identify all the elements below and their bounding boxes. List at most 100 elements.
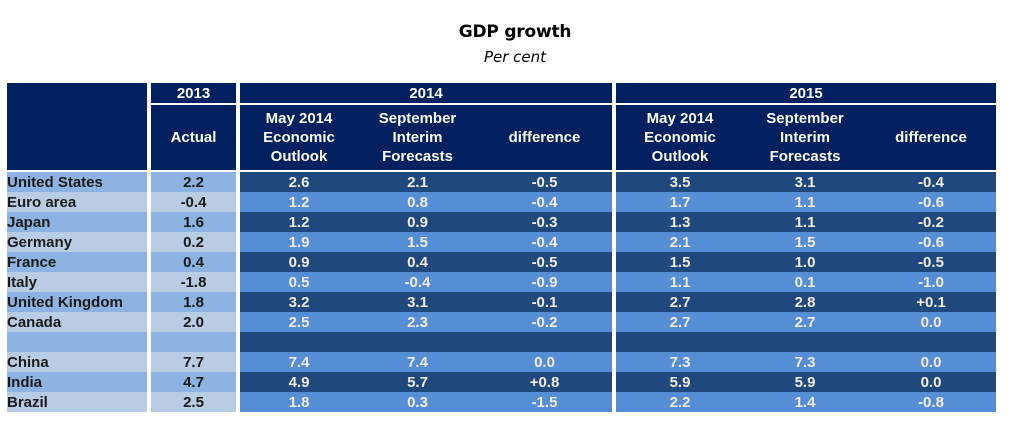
header-line: Economic [263,129,335,146]
cell-difference-2015: -0.4 [866,172,996,192]
country-label: United Kingdom [7,292,147,312]
table-row: Brazil 2.5 1.8 0.3 -1.5 2.2 1.4 -0.8 [7,392,996,412]
cell-may-outlook-2015: 1.1 [612,272,744,292]
header-line: Outlook [270,148,328,165]
table-row: India 4.7 4.9 5.7 +0.8 5.9 5.9 0.0 [7,372,996,392]
cell-difference-2014: -0.1 [477,292,612,312]
country-label: Euro area [7,192,147,212]
cell-sept-forecast-2015: 1.5 [744,232,866,252]
table-row: United Kingdom 1.8 3.2 3.1 -0.1 2.7 2.8 +0.1 [7,292,996,312]
cell-actual-2013: 1.6 [147,212,236,232]
cell-difference-2014: -0.4 [477,232,612,252]
cell-may-outlook-2014: 2.6 [236,172,358,192]
cell-difference-2014: -0.4 [477,192,612,212]
cell-difference-2014: -0.9 [477,272,612,292]
cell-may-outlook-2014: 0.5 [236,272,358,292]
cell-sept-forecast-2015: 2.8 [744,292,866,312]
cell-sept-forecast-2014: 2.3 [358,312,477,332]
cell-may-outlook-2014: 7.4 [236,352,358,372]
year-header-2015: 2015 [612,83,996,105]
col-header-2014-may-outlook: May 2014 Economic Outlook [236,105,358,172]
cell-may-outlook-2015: 5.9 [612,372,744,392]
cell-difference-2015 [866,332,996,352]
cell-difference-2014: -1.5 [477,392,612,412]
cell-difference-2014 [477,332,612,352]
cell-may-outlook-2015: 7.3 [612,352,744,372]
cell-may-outlook-2014: 3.2 [236,292,358,312]
cell-sept-forecast-2014: 1.5 [358,232,477,252]
col-header-2015-difference: difference [866,105,996,172]
cell-difference-2014: -0.2 [477,312,612,332]
cell-actual-2013: 0.4 [147,252,236,272]
cell-sept-forecast-2014: -0.4 [358,272,477,292]
chart-subtitle: Per cent [483,48,547,66]
cell-may-outlook-2014: 1.8 [236,392,358,412]
country-label: India [7,372,147,392]
cell-actual-2013: 1.8 [147,292,236,312]
table-row: France 0.4 0.9 0.4 -0.5 1.5 1.0 -0.5 [7,252,996,272]
cell-difference-2014: 0.0 [477,352,612,372]
cell-sept-forecast-2015: 1.1 [744,192,866,212]
country-label: France [7,252,147,272]
country-label: China [7,352,147,372]
cell-may-outlook-2015: 2.7 [612,312,744,332]
country-label: United States [7,172,147,192]
header-line: Forecasts [769,148,841,165]
cell-difference-2015: -0.6 [866,192,996,212]
header-line: difference [895,129,967,146]
gdp-growth-table: 2013 2014 2015 Actual May 2014 Economic … [7,83,996,412]
country-label: Canada [7,312,147,332]
cell-difference-2014: +0.8 [477,372,612,392]
cell-difference-2014: -0.3 [477,212,612,232]
cell-sept-forecast-2015: 1.0 [744,252,866,272]
header-line: difference [508,129,581,146]
table-row: Italy -1.8 0.5 -0.4 -0.9 1.1 0.1 -1.0 [7,272,996,292]
cell-difference-2015: -1.0 [866,272,996,292]
cell-sept-forecast-2015: 2.7 [744,312,866,332]
year-header-2013: 2013 [147,83,236,105]
year-header-2014: 2014 [236,83,612,105]
cell-actual-2013: 7.7 [147,352,236,372]
cell-may-outlook-2014: 1.2 [236,212,358,232]
cell-may-outlook-2014: 0.9 [236,252,358,272]
cell-difference-2014: -0.5 [477,252,612,272]
cell-may-outlook-2015: 2.7 [612,292,744,312]
table-row: Euro area -0.4 1.2 0.8 -0.4 1.7 1.1 -0.6 [7,192,996,212]
table-row: Japan 1.6 1.2 0.9 -0.3 1.3 1.1 -0.2 [7,212,996,232]
header-line: Interim [779,129,830,146]
header-line: Actual [170,129,217,146]
country-label [7,332,147,352]
cell-difference-2015: 0.0 [866,312,996,332]
col-header-2014-difference: difference [477,105,612,172]
cell-difference-2015: -0.2 [866,212,996,232]
cell-may-outlook-2015: 1.3 [612,212,744,232]
cell-may-outlook-2015: 2.1 [612,232,744,252]
cell-difference-2015: -0.6 [866,232,996,252]
header-line: Forecasts [382,148,453,165]
country-label: Italy [7,272,147,292]
cell-sept-forecast-2015: 1.1 [744,212,866,232]
table-row: Canada 2.0 2.5 2.3 -0.2 2.7 2.7 0.0 [7,312,996,332]
cell-actual-2013: 2.5 [147,392,236,412]
cell-may-outlook-2015: 3.5 [612,172,744,192]
table-row [7,332,996,352]
cell-actual-2013: 4.7 [147,372,236,392]
cell-may-outlook-2015: 1.7 [612,192,744,212]
cell-sept-forecast-2015: 1.4 [744,392,866,412]
header-line: May 2014 [646,110,714,127]
col-header-actual: Actual [147,105,236,172]
header-line: Outlook [651,148,709,165]
col-header-2015-sept-forecasts: September Interim Forecasts [744,105,866,172]
cell-may-outlook-2014: 4.9 [236,372,358,392]
country-label: Japan [7,212,147,232]
cell-sept-forecast-2015: 7.3 [744,352,866,372]
cell-sept-forecast-2015: 3.1 [744,172,866,192]
col-header-2015-may-outlook: May 2014 Economic Outlook [612,105,744,172]
chart-title: GDP growth [458,22,572,42]
corner-cell [7,83,147,172]
cell-difference-2015: -0.8 [866,392,996,412]
cell-sept-forecast-2014: 0.9 [358,212,477,232]
cell-may-outlook-2015: 2.2 [612,392,744,412]
cell-actual-2013: 2.2 [147,172,236,192]
col-header-2014-sept-forecasts: September Interim Forecasts [358,105,477,172]
